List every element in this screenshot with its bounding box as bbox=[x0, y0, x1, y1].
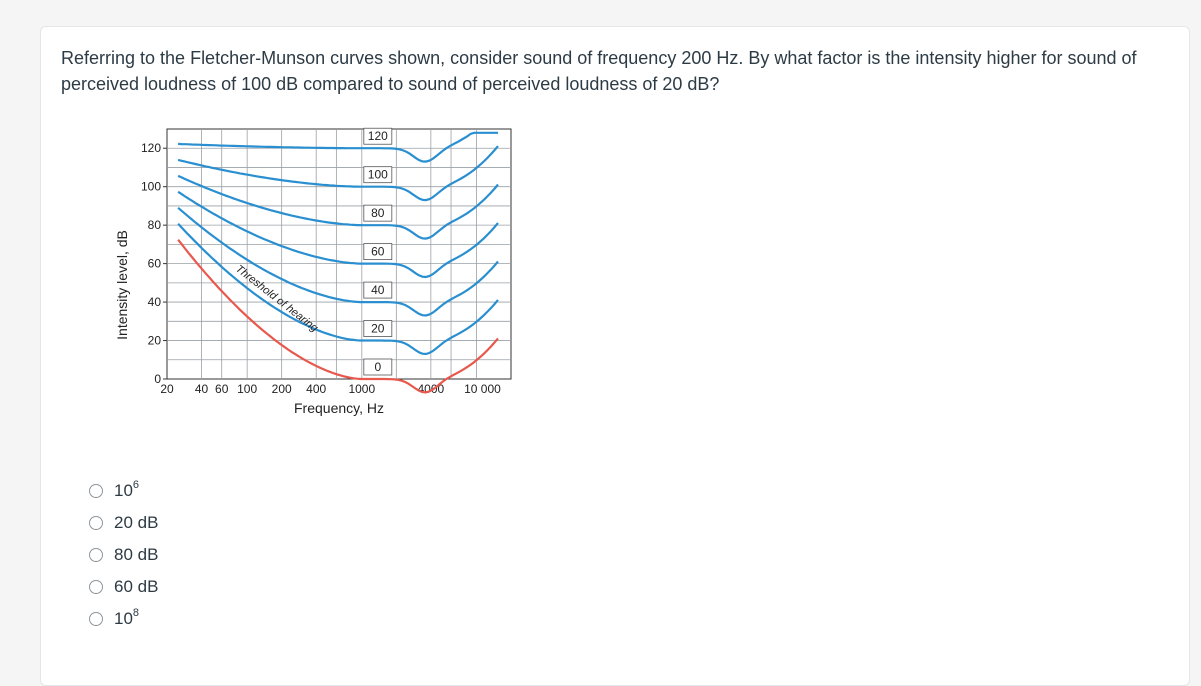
curve-label: 60 bbox=[371, 245, 385, 259]
option-label: 108 bbox=[114, 607, 140, 628]
threshold-curve bbox=[177, 239, 499, 394]
curve-label: 0 bbox=[374, 360, 381, 374]
loudness-curve-60 bbox=[177, 190, 499, 279]
option-10-8[interactable]: 108 bbox=[89, 603, 158, 635]
radio-button[interactable] bbox=[89, 580, 103, 594]
x-tick-labels: 20 40 60 100 200 400 1000 4000 10 000 bbox=[160, 382, 501, 396]
y-tick-label: 0 bbox=[154, 372, 161, 386]
x-tick-label: 10 000 bbox=[464, 382, 501, 396]
loudness-curve-20 bbox=[177, 223, 499, 356]
plot-frame bbox=[166, 128, 512, 380]
option-60-db[interactable]: 60 dB bbox=[89, 571, 158, 603]
curve-label-box bbox=[363, 204, 393, 222]
x-tick-label: 200 bbox=[272, 382, 292, 396]
x-tick-label: 1000 bbox=[348, 382, 375, 396]
curves bbox=[177, 131, 499, 394]
curve-label-box bbox=[363, 166, 393, 184]
y-tick-label: 20 bbox=[148, 334, 162, 348]
curve-label: 80 bbox=[371, 206, 385, 220]
curve-label-box bbox=[363, 127, 393, 145]
question-text: Referring to the Fletcher-Munson curves … bbox=[61, 48, 1137, 94]
curve-label: 100 bbox=[368, 168, 388, 182]
curve-label-box bbox=[363, 320, 393, 337]
y-axis-label: Intensity level, dB bbox=[114, 230, 130, 340]
curve-label: 120 bbox=[368, 129, 388, 143]
radio-button[interactable] bbox=[89, 548, 103, 562]
x-tick-label: 100 bbox=[237, 382, 257, 396]
y-tick-label: 60 bbox=[148, 257, 162, 271]
x-axis-label: Frequency, Hz bbox=[294, 400, 384, 416]
y-tick-label: 100 bbox=[141, 180, 161, 194]
curve-label: 40 bbox=[371, 283, 385, 297]
y-tick-label: 40 bbox=[148, 295, 162, 309]
loudness-curve-40 bbox=[177, 206, 499, 317]
question-card: Referring to the Fletcher-Munson curves … bbox=[40, 26, 1190, 686]
x-tick-label: 20 bbox=[160, 382, 174, 396]
option-label: 20 dB bbox=[114, 513, 159, 532]
radio-button[interactable] bbox=[89, 516, 103, 530]
loudness-curve-120 bbox=[178, 131, 498, 163]
curve-label-box bbox=[363, 281, 393, 299]
grid bbox=[167, 129, 511, 379]
y-tick-label: 80 bbox=[148, 218, 162, 232]
option-80-db[interactable]: 80 dB bbox=[89, 539, 158, 571]
option-label: 80 dB bbox=[114, 545, 159, 564]
curve-labels: 120 100 80 60 40 20 0 bbox=[363, 127, 393, 376]
answer-options: 106 20 dB 80 dB 60 dB 108 bbox=[89, 475, 158, 635]
radio-button[interactable] bbox=[89, 612, 103, 626]
radio-button[interactable] bbox=[89, 484, 103, 498]
x-tick-label: 60 bbox=[215, 382, 229, 396]
option-10-6[interactable]: 106 bbox=[89, 475, 158, 507]
loudness-curve-80 bbox=[177, 174, 499, 240]
option-20-db[interactable]: 20 dB bbox=[89, 507, 158, 539]
curve-label: 20 bbox=[371, 322, 385, 336]
curve-label-box bbox=[363, 243, 393, 261]
option-label: 60 dB bbox=[114, 577, 159, 596]
x-tick-label: 40 bbox=[195, 382, 209, 396]
option-label: 106 bbox=[114, 479, 140, 500]
loudness-curve-100 bbox=[177, 145, 499, 202]
x-tick-label: 400 bbox=[306, 382, 326, 396]
y-tick-labels: 120 100 80 60 40 20 0 bbox=[141, 141, 167, 386]
y-tick-label: 120 bbox=[141, 141, 161, 155]
curve-label-box bbox=[363, 358, 393, 376]
